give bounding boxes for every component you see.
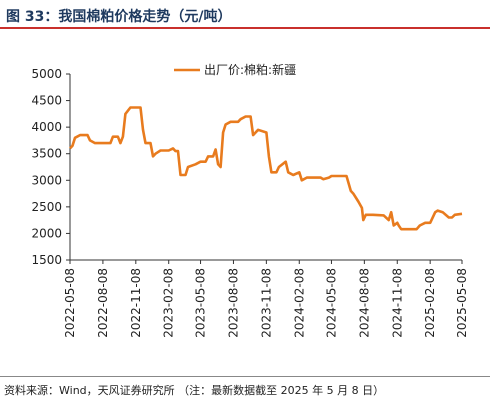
x-tick-label: 2024-05-08 <box>324 268 338 338</box>
x-tick-label: 2023-11-08 <box>259 268 273 338</box>
x-tick-label: 2025-05-08 <box>455 268 469 338</box>
y-tick-label: 4000 <box>31 120 62 134</box>
y-tick-label: 5000 <box>31 67 62 81</box>
chart: 1500 2000 2500 3000 3500 4000 4500 5000 2022-05… <box>31 62 469 338</box>
y-tick-label: 3500 <box>31 147 62 161</box>
x-tick-label: 2022-08-08 <box>96 268 110 338</box>
source-note: 资料来源：Wind，天风证券研究所 （注：最新数据截至 2025 年 5 月 8… <box>4 384 385 397</box>
y-tick-label: 3000 <box>31 173 62 187</box>
legend-label: 出厂价:棉粕:新疆 <box>204 62 296 77</box>
y-tick-label: 2500 <box>31 200 62 214</box>
x-axis: 2022-05-08 2022-08-08 2022-11-08 2023-02-08… <box>63 259 469 338</box>
legend: 出厂价:棉粕:新疆 <box>174 62 296 77</box>
series-layer <box>69 106 463 231</box>
x-tick-label: 2024-02-08 <box>292 268 306 338</box>
x-tick-label: 2023-02-08 <box>162 268 176 338</box>
y-tick-label: 1500 <box>31 253 62 267</box>
series-line <box>69 106 463 231</box>
x-tick-label: 2022-11-08 <box>129 268 143 338</box>
title-rule <box>0 27 490 29</box>
y-tick-label: 2000 <box>31 226 62 240</box>
x-tick-label: 2023-08-08 <box>226 268 240 338</box>
figure-title: 图 33：我国棉粕价格走势（元/吨） <box>6 9 232 25</box>
y-axis: 1500 2000 2500 3000 3500 4000 4500 5000 <box>31 67 71 267</box>
x-tick-label: 2022-05-08 <box>63 268 77 338</box>
x-tick-label: 2024-11-08 <box>390 268 404 338</box>
y-tick-label: 4500 <box>31 94 62 108</box>
x-tick-label: 2025-02-08 <box>423 268 437 338</box>
x-tick-label: 2023-05-08 <box>194 268 208 338</box>
x-tick-label: 2024-08-08 <box>357 268 371 338</box>
footer-rule <box>0 376 490 377</box>
